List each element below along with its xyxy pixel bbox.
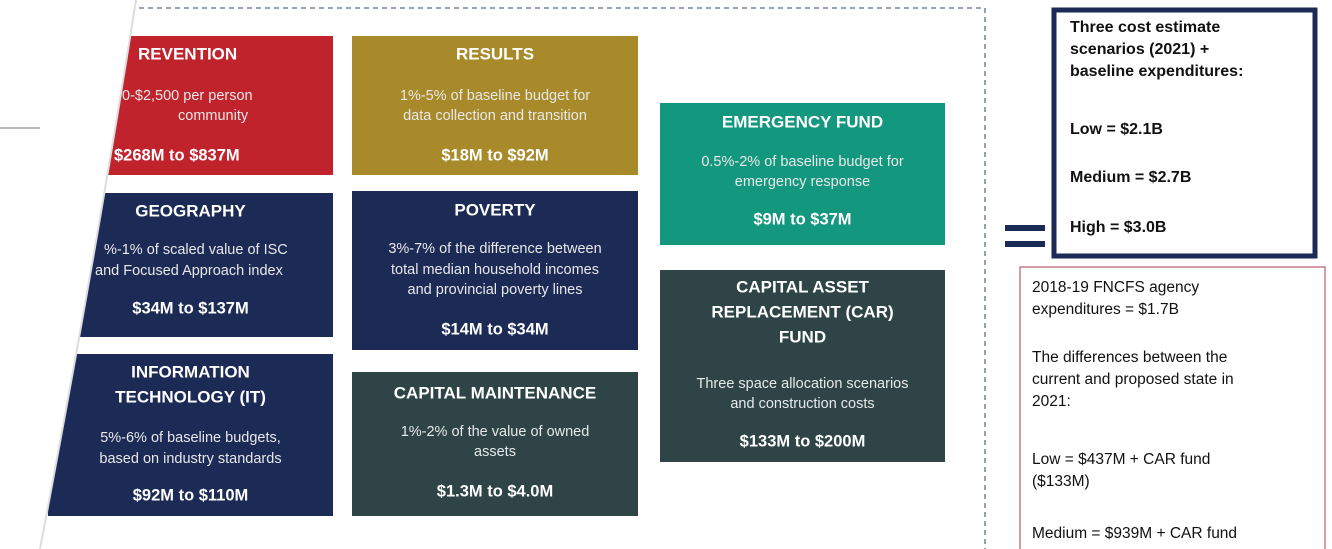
card-amount: $9M to $37M: [753, 210, 851, 228]
scenarios-box: [1051, 7, 1318, 259]
card-amount: $1.3M to $4.0M: [437, 482, 553, 500]
baseline-line: Medium = $939M + CAR fund: [1032, 525, 1237, 542]
card-amount: $268M to $837M: [114, 146, 240, 164]
card-title: INFORMATION: [131, 362, 250, 381]
card-description: and Focused Approach index: [95, 263, 284, 279]
card-description: 1%-5% of baseline budget for: [400, 88, 590, 104]
card-title: POVERTY: [454, 200, 536, 219]
card-description: Three space allocation scenarios: [697, 376, 909, 392]
card: [352, 36, 638, 175]
scenarios-heading: baseline expenditures:: [1070, 63, 1243, 80]
card-amount: $92M to $110M: [133, 486, 249, 504]
baseline-line: The differences between the: [1032, 349, 1227, 366]
baseline-line: expenditures = $1.7B: [1032, 301, 1179, 318]
scenario-item: Low = $2.1B: [1070, 121, 1163, 138]
card-title: FUND: [779, 327, 826, 346]
card-description: emergency response: [735, 174, 870, 190]
equals-top: [1005, 225, 1045, 231]
card-description: total median household incomes: [391, 262, 599, 278]
baseline-line: 2021:: [1032, 393, 1071, 410]
card: [352, 191, 638, 350]
card-amount: $34M to $137M: [132, 299, 248, 317]
card-title: TECHNOLOGY (IT): [115, 387, 266, 406]
card-title: CAPITAL ASSET: [736, 277, 869, 296]
scenario-item: High = $3.0B: [1070, 219, 1166, 236]
card-title: REVENTION: [138, 44, 237, 63]
card-title: REPLACEMENT (CAR): [711, 302, 893, 321]
card-description: data collection and transition: [403, 108, 587, 124]
card-description: and provincial poverty lines: [408, 282, 583, 298]
card-title: RESULTS: [456, 44, 534, 63]
card-description: 0.5%-2% of baseline budget for: [701, 154, 903, 170]
curl-edge: [39, 0, 137, 549]
baseline-line: Low = $437M + CAR fund: [1032, 451, 1210, 468]
card-title: EMERGENCY FUND: [722, 112, 883, 131]
card-amount: $18M to $92M: [441, 146, 548, 164]
equals-bottom: [1005, 241, 1045, 247]
baseline-line: current and proposed state in: [1032, 371, 1234, 388]
baseline-box: [1019, 266, 1326, 549]
card-description: assets: [474, 444, 516, 460]
card-description: 3%-7% of the difference between: [388, 241, 601, 257]
card-description: 1%-2% of the value of owned: [401, 424, 590, 440]
page-curl: [0, 0, 136, 549]
side-text: Three cost estimate scenarios (2021) + bas…: [1032, 19, 1243, 542]
card-description: community: [178, 108, 249, 124]
card: [352, 372, 638, 516]
card-description: 5%-6% of baseline budgets,: [100, 430, 281, 446]
card-title: CAPITAL MAINTENANCE: [394, 383, 596, 402]
card: [48, 354, 333, 516]
baseline-line: 2018-19 FNCFS agency: [1032, 279, 1199, 296]
card-description: and construction costs: [730, 396, 874, 412]
card-amount: $14M to $34M: [441, 320, 548, 338]
card-description: based on industry standards: [99, 451, 281, 467]
card-description: 0-$2,500 per person: [122, 88, 253, 104]
card-title: GEOGRAPHY: [135, 201, 246, 220]
card: [660, 270, 945, 462]
boxes: REVENTION 0-$2,500 per person community $26…: [48, 36, 945, 516]
scenario-item: Medium = $2.7B: [1070, 169, 1191, 186]
baseline-line: ($133M): [1032, 473, 1090, 490]
scenarios-heading: Three cost estimate: [1070, 19, 1220, 36]
card-description: %-1% of scaled value of ISC: [104, 242, 288, 258]
card: [660, 103, 945, 245]
card-amount: $133M to $200M: [740, 432, 866, 450]
scenarios-heading: scenarios (2021) +: [1070, 41, 1209, 58]
